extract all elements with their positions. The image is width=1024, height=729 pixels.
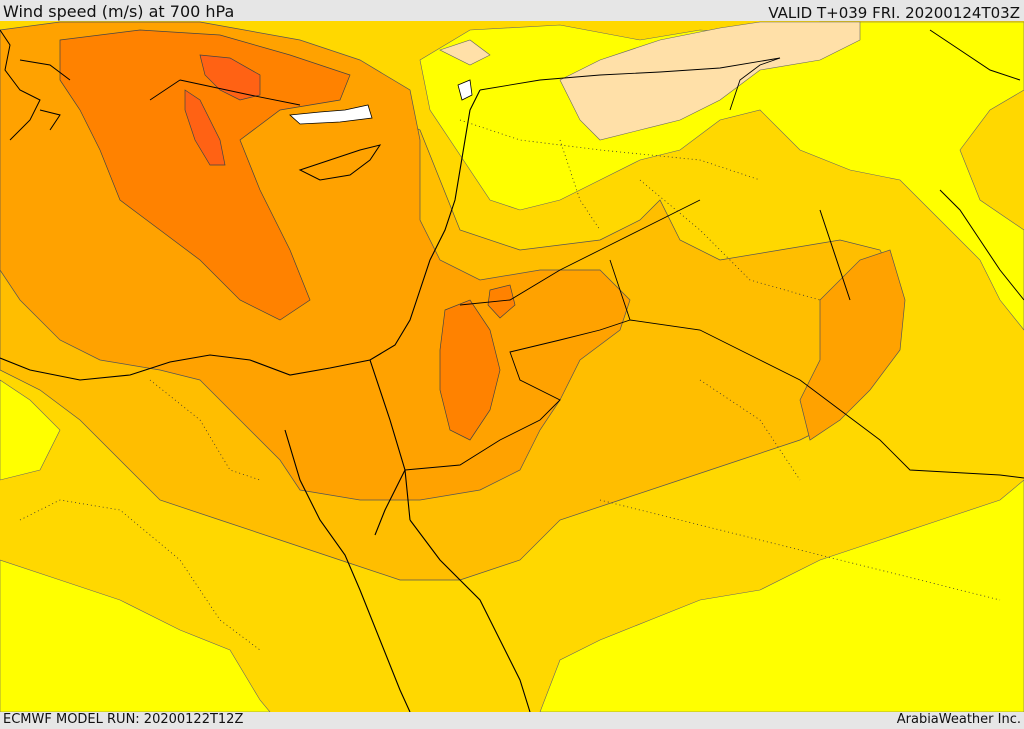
gulf-coast-east	[819, 29, 1024, 301]
model-run-label: ECMWF MODEL RUN: 20200122T12Z	[3, 712, 244, 727]
border-dotted-1	[19, 119, 1001, 651]
aegean-coast	[0, 29, 71, 141]
field-pale-ne	[559, 21, 861, 141]
map-canvas	[0, 21, 1024, 712]
field-yellow-sw	[0, 379, 61, 481]
field-orange-east	[799, 249, 906, 441]
field-red-orange-core2	[184, 89, 226, 166]
cyprus-island	[298, 144, 382, 181]
lake-spot-2	[289, 104, 373, 125]
field-yellow-west-south	[0, 559, 271, 712]
field-deep-orange-nw	[59, 29, 351, 321]
map-title: Wind speed (m/s) at 700 hPa	[3, 2, 235, 21]
wind-speed-map	[0, 21, 1024, 712]
coastline	[0, 89, 531, 712]
field-red-orange-core	[199, 54, 261, 101]
field-yellow-south	[539, 479, 1024, 712]
header-bar: Wind speed (m/s) at 700 hPa VALID T+039 …	[0, 0, 1024, 22]
field-pale-small	[439, 39, 491, 66]
valid-time-label: VALID T+039 FRI. 20200124T03Z	[768, 4, 1020, 22]
border-north	[479, 57, 781, 91]
field-deep-orange-jordan	[439, 299, 501, 441]
footer-bar: ECMWF MODEL RUN: 20200122T12Z ArabiaWeat…	[0, 712, 1024, 729]
credit-label: ArabiaWeather Inc.	[896, 712, 1021, 727]
lake-spot	[457, 79, 473, 101]
country-borders	[149, 57, 1024, 479]
